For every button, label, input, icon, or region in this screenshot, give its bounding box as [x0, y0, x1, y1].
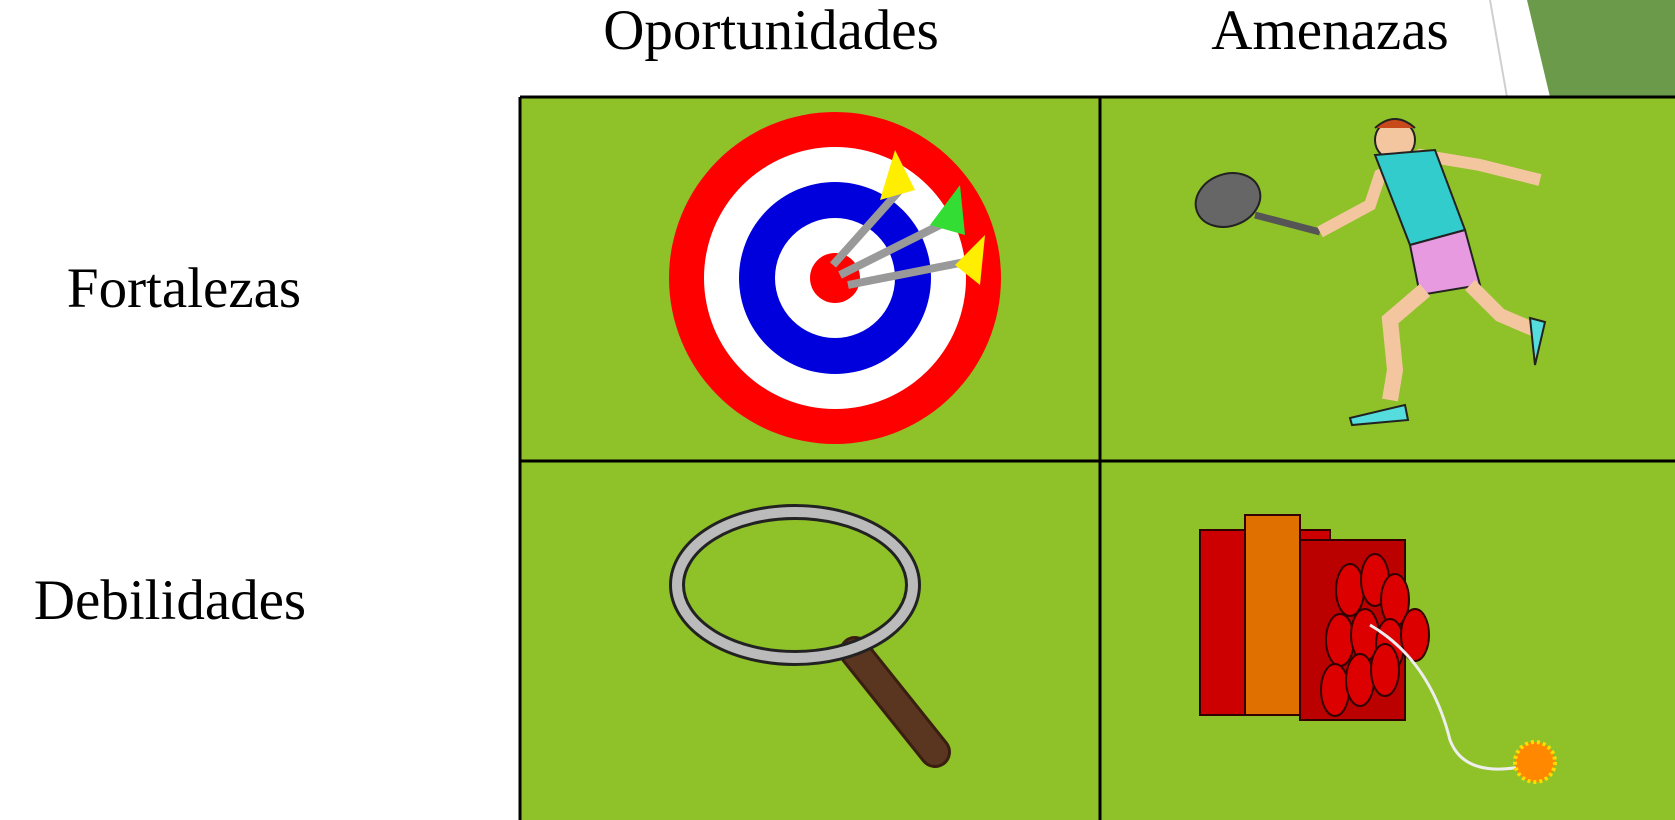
tennis-player-icon: [1194, 118, 1547, 427]
magnifier-icon: [669, 504, 951, 768]
corner-accent: [1527, 0, 1675, 97]
corner-line: [1489, 0, 1508, 98]
dynamite-icon: [1199, 514, 1557, 784]
target-icon: [669, 112, 1001, 444]
row-header: Debilidades: [34, 569, 306, 632]
row-header: Fortalezas: [67, 257, 301, 320]
column-header: Oportunidades: [603, 0, 939, 62]
column-header: Amenazas: [1211, 0, 1448, 62]
